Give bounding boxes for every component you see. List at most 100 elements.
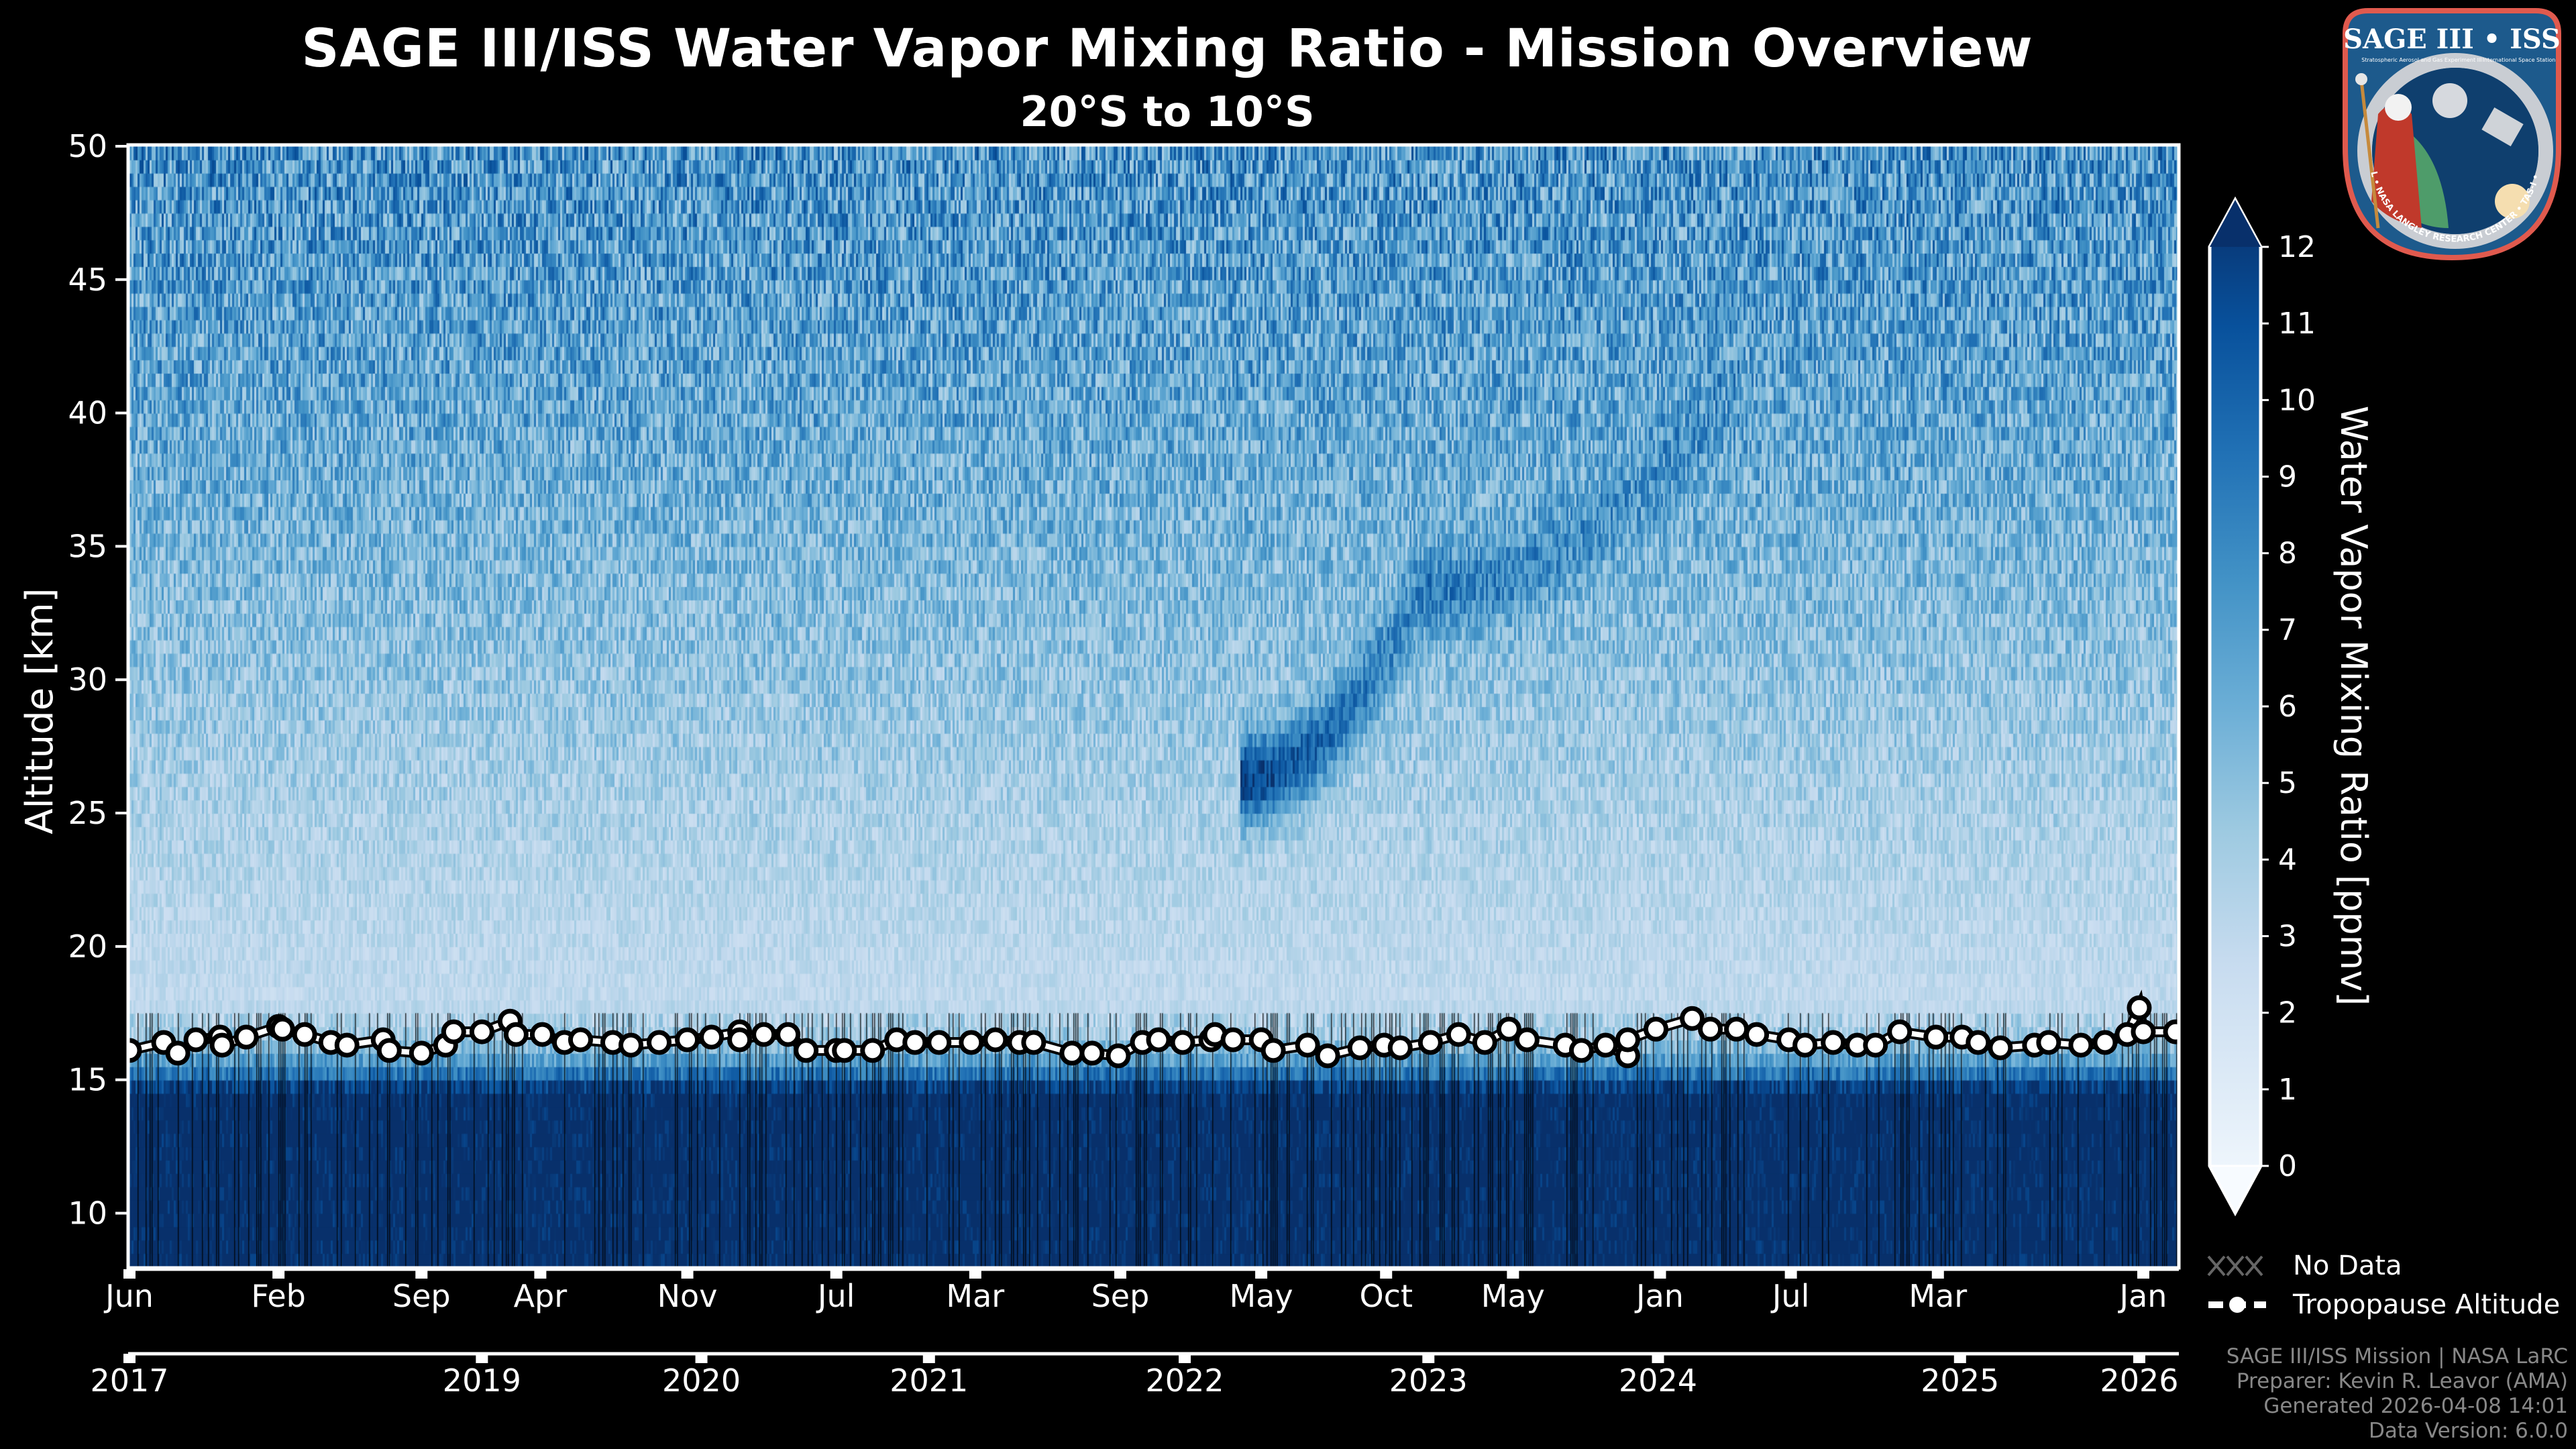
x-tick (1255, 1269, 1268, 1279)
x-tick (1380, 1269, 1393, 1279)
x-tick (1507, 1269, 1519, 1279)
x-tick-label-year: 2017 (90, 1362, 168, 1399)
x-tick (681, 1269, 694, 1279)
tropopause-point (2163, 1019, 2178, 1044)
tropopause-point (727, 1027, 753, 1053)
x2-tick (1652, 1354, 1664, 1363)
tropopause-point (1387, 1035, 1413, 1061)
colorbar-tick-label: 0 (2278, 1149, 2297, 1183)
tropopause-point (1887, 1019, 1913, 1044)
tropopause-point (568, 1027, 593, 1053)
x-tick-label-year: 2021 (890, 1362, 968, 1399)
tropopause-point (1347, 1035, 1373, 1061)
tropopause-point (1059, 1040, 1085, 1066)
tropopause-point (1821, 1030, 1846, 1055)
x-tick-label-month: Jan (2118, 1278, 2167, 1314)
tropopause-point (751, 1022, 777, 1047)
x-tick-label-year: 2020 (662, 1362, 741, 1399)
y-tick-label: 35 (68, 528, 107, 564)
x-tick-label-year: 2022 (1145, 1362, 1224, 1399)
colorbar-tick-label: 8 (2278, 537, 2297, 571)
legend: No Data Tropopause Altitude (2207, 1246, 2560, 1324)
logo-title: SAGE III • ISS (2343, 23, 2561, 55)
tropopause-point (1988, 1035, 2013, 1061)
legend-item-no-data: No Data (2207, 1246, 2560, 1285)
x-tick-label-month: Sep (1091, 1278, 1150, 1314)
x-tick-label-month: Sep (392, 1278, 451, 1314)
x-tick (272, 1269, 285, 1279)
logo-line2: International Space Station (2483, 57, 2556, 63)
tropopause-point (983, 1027, 1008, 1053)
x-tick-label-month: Jul (1770, 1278, 1810, 1314)
x-tick (2137, 1269, 2149, 1279)
tropopause-point (1220, 1027, 1246, 1053)
tropopause-point (129, 1038, 142, 1063)
x2-tick (1179, 1354, 1191, 1363)
tropopause-point (1260, 1038, 1286, 1063)
x2-tick (1953, 1354, 1966, 1363)
x-tick (1114, 1269, 1126, 1279)
colorbar-label: Water Vapor Mixing Ratio [ppmv] (2332, 406, 2375, 1006)
footer-preparer: Preparer: Kevin R. Leavor (AMA) (2236, 1369, 2568, 1393)
colorbar-gradient (2208, 196, 2263, 1217)
tropopause-point (2036, 1030, 2061, 1055)
x-tick-label-month: Mar (946, 1278, 1004, 1314)
x-tick-label-year: 2019 (443, 1362, 521, 1399)
tropopause-point (183, 1027, 209, 1053)
tropopause-point (1417, 1030, 1443, 1055)
y-tick-label: 10 (68, 1195, 107, 1231)
footer-version: Data Version: 6.0.0 (2368, 1419, 2568, 1443)
line-marker-icon (2208, 1297, 2266, 1313)
tropopause-point (469, 1019, 494, 1044)
tropopause-point (1744, 1022, 1770, 1047)
tropopause-point (1568, 1038, 1594, 1063)
colorbar-tick-label: 5 (2278, 766, 2297, 800)
tropopause-point (209, 1032, 235, 1058)
tropopause-point (2131, 1019, 2156, 1044)
y-tick-label: 40 (68, 395, 107, 431)
tropopause-point (1724, 1016, 1750, 1042)
tropopause-point (503, 1022, 529, 1047)
tropopause-point (2068, 1032, 2094, 1058)
tropopause-point (959, 1030, 984, 1055)
colorbar-tick-label: 12 (2278, 230, 2316, 264)
tropopause-point (618, 1032, 643, 1058)
tropopause-point (1146, 1027, 1171, 1053)
tropopause-point (1792, 1032, 1818, 1058)
tropopause-point (1698, 1016, 1723, 1042)
x-tick (1654, 1269, 1666, 1279)
x-tick-label-month: Mar (1909, 1278, 1967, 1314)
tropopause-point (1514, 1027, 1540, 1053)
x-tick-label-year: 2023 (1389, 1362, 1468, 1399)
tropopause-point (1472, 1030, 1497, 1055)
tropopause-point (2092, 1030, 2118, 1055)
tropopause-point (1079, 1040, 1105, 1066)
tropopause-point (1295, 1032, 1320, 1058)
x-tick-label-month: Jan (1634, 1278, 1684, 1314)
colorbar-tick-label: 4 (2278, 843, 2297, 877)
colorbar-tick-label: 2 (2278, 996, 2297, 1030)
x-tick-label-year: 2024 (1619, 1362, 1697, 1399)
x-tick (123, 1269, 136, 1279)
tropopause-point (1593, 1032, 1618, 1058)
y-tick-label: 15 (68, 1062, 107, 1098)
x-tick (830, 1269, 843, 1279)
x-tick-label-month: Jun (103, 1278, 154, 1314)
x2-tick (123, 1354, 136, 1363)
tropopause-point (775, 1022, 801, 1047)
x-axis-years: 2017 2019 2020 2021 2022 2023 2024 2025 2026 (90, 1352, 2179, 1399)
mission-logo: SAGE III • ISS Stratospheric Aerosol and… (2338, 0, 2563, 262)
x-tick-label-month: May (1230, 1278, 1293, 1314)
tropopause-point (860, 1038, 885, 1063)
x-tick-label-month: May (1481, 1278, 1545, 1314)
tropopause-point (233, 1024, 259, 1050)
tropopause-point (376, 1038, 402, 1063)
tropopause-series (129, 989, 2178, 1069)
colorbar-extend-min (2208, 1165, 2263, 1216)
tropopause-point (675, 1027, 700, 1053)
x2-tick (476, 1354, 488, 1363)
tropopause-point (1680, 1006, 1705, 1031)
colorbar-tick-label: 3 (2278, 920, 2297, 954)
x2-tick (922, 1354, 935, 1363)
